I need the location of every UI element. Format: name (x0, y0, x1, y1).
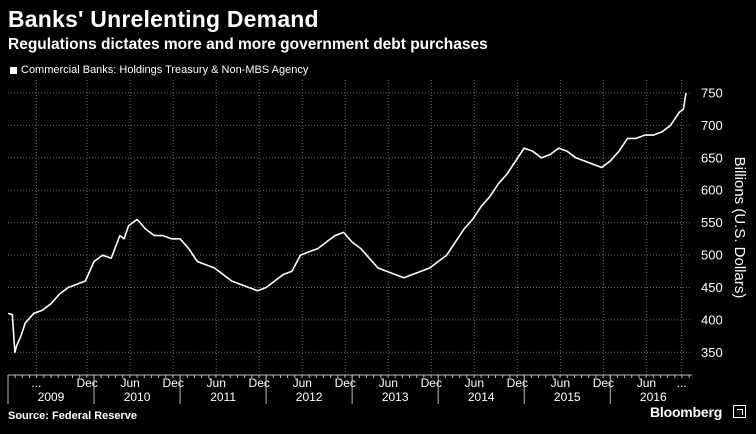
series-line (7, 92, 687, 354)
x-tick-label: Dec (593, 376, 614, 390)
x-tick-label: Dec (76, 376, 97, 390)
x-tick-label: Jun (465, 376, 484, 390)
chart-title: Banks' Unrelenting Demand (8, 6, 319, 32)
expand-icon (733, 405, 746, 418)
year-label: 2012 (296, 390, 323, 404)
y-tick-label: 550 (701, 215, 723, 230)
x-tick-label: Dec (163, 376, 184, 390)
x-tick-label: ... (31, 376, 41, 390)
year-label: 2014 (468, 390, 495, 404)
y-tick-label: 500 (701, 248, 723, 263)
legend-label: Commercial Banks: Holdings Treasury & No… (21, 64, 309, 76)
y-axis-label: Billions (U.S. Dollars) (731, 157, 748, 299)
y-tick-label: 650 (701, 150, 723, 165)
x-tick-label: Jun (293, 376, 312, 390)
year-label: 2009 (38, 390, 65, 404)
x-tick-label: Jun (120, 376, 139, 390)
y-tick-label: 750 (701, 85, 723, 100)
year-label: 2011 (210, 390, 236, 404)
y-tick-label: 450 (701, 280, 723, 295)
brand-logo: Bloomberg (650, 404, 723, 420)
x-tick-label: Jun (207, 376, 226, 390)
x-tick-label: Dec (335, 376, 356, 390)
year-label: 2015 (554, 390, 581, 404)
y-tick-label: 700 (701, 118, 723, 133)
chart-subtitle: Regulations dictates more and more gover… (8, 36, 488, 53)
x-tick-label: Dec (249, 376, 270, 390)
year-label: 2010 (124, 390, 151, 404)
legend: Commercial Banks: Holdings Treasury & No… (10, 64, 308, 76)
x-tick-label: Dec (507, 376, 528, 390)
x-tick-label: Jun (551, 376, 570, 390)
y-tick-label: 350 (701, 345, 723, 360)
x-tick-label: ... (677, 376, 687, 390)
year-label: 2013 (382, 390, 409, 404)
x-tick-label: Dec (421, 376, 442, 390)
y-tick-label: 600 (701, 183, 723, 198)
x-tick-label: Jun (637, 376, 656, 390)
legend-swatch (10, 66, 17, 74)
year-label: 2016 (640, 390, 667, 404)
y-tick-label: 400 (701, 312, 723, 327)
source-note: Source: Federal Reserve (8, 410, 138, 422)
x-tick-label: Jun (379, 376, 398, 390)
